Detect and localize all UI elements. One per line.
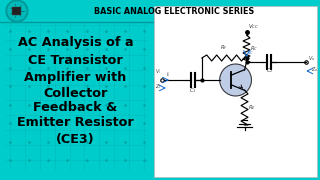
Text: CE Transistor: CE Transistor	[28, 53, 123, 66]
Text: $V_o$: $V_o$	[308, 54, 316, 63]
Text: $V_i$: $V_i$	[155, 67, 161, 76]
Text: $C_1$: $C_1$	[189, 86, 196, 95]
Text: $R_F$: $R_F$	[220, 43, 228, 52]
Text: $I_C$: $I_C$	[249, 48, 254, 57]
Circle shape	[8, 2, 26, 20]
Text: $I_i$: $I_i$	[166, 70, 170, 79]
FancyBboxPatch shape	[154, 6, 317, 177]
Text: $V_{CC}$: $V_{CC}$	[249, 22, 259, 31]
Text: $R_C$: $R_C$	[251, 44, 259, 53]
FancyBboxPatch shape	[0, 0, 318, 22]
FancyBboxPatch shape	[12, 7, 21, 15]
Text: $C_2$: $C_2$	[266, 66, 273, 75]
Circle shape	[6, 0, 28, 22]
Text: BASIC ANALOG ELECTRONIC SERIES: BASIC ANALOG ELECTRONIC SERIES	[94, 6, 254, 15]
Text: (CE3): (CE3)	[56, 134, 95, 147]
Text: $Z_o$: $Z_o$	[311, 65, 318, 74]
Text: Collector: Collector	[43, 87, 108, 100]
Text: Amplifier with: Amplifier with	[24, 71, 127, 84]
Text: $R_E$: $R_E$	[249, 103, 257, 112]
Text: AC Analysis of a: AC Analysis of a	[18, 35, 133, 48]
Text: $Z_i$: $Z_i$	[155, 82, 161, 91]
Text: Feedback &: Feedback &	[33, 100, 118, 114]
Circle shape	[220, 64, 252, 96]
Text: Emitter Resistor: Emitter Resistor	[17, 116, 134, 129]
